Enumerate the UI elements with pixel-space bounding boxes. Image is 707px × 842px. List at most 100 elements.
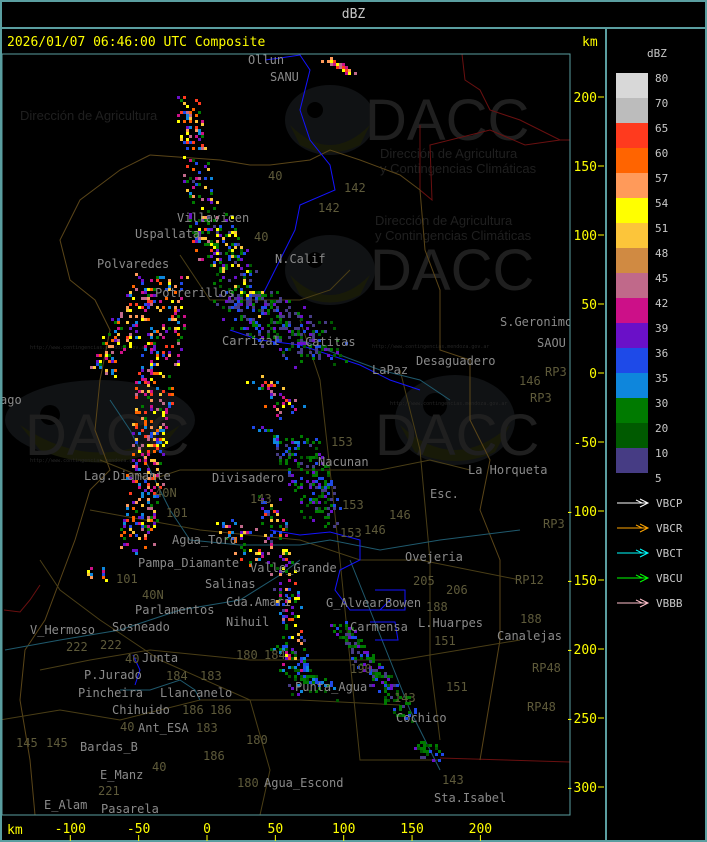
route-label: 40: [254, 230, 268, 244]
radar-echo: [279, 321, 282, 324]
radar-echo: [237, 264, 240, 267]
radar-echo: [129, 492, 132, 495]
radar-echo: [285, 522, 288, 525]
radar-echo: [138, 498, 141, 501]
radar-echo: [234, 522, 237, 525]
radar-echo: [345, 342, 348, 345]
radar-echo: [258, 291, 261, 294]
radar-echo: [189, 225, 192, 228]
radar-echo: [324, 507, 327, 510]
radar-echo: [261, 516, 264, 519]
radar-echo: [438, 759, 441, 762]
place-label: P.Jurado: [84, 668, 142, 682]
radar-echo: [174, 309, 177, 312]
radar-echo: [219, 285, 222, 288]
radar-echo: [150, 504, 153, 507]
radar-echo: [231, 537, 234, 540]
radar-echo: [117, 339, 120, 342]
radar-echo: [150, 459, 153, 462]
radar-echo: [246, 327, 249, 330]
radar-echo: [186, 117, 189, 120]
radar-echo: [294, 366, 297, 369]
watermark-logo: DACC: [370, 238, 534, 303]
route-label: 142: [344, 181, 366, 195]
radar-echo: [189, 159, 192, 162]
place-label: Ovejeria: [405, 550, 463, 564]
radar-echo: [135, 330, 138, 333]
radar-echo: [150, 420, 153, 423]
radar-echo: [219, 258, 222, 261]
radar-echo: [318, 354, 321, 357]
radar-echo: [297, 615, 300, 618]
radar-echo: [198, 228, 201, 231]
radar-echo: [288, 579, 291, 582]
radar-echo: [228, 231, 231, 234]
place-label: Ollun: [248, 53, 284, 67]
radar-echo: [381, 675, 384, 678]
radar-echo: [327, 348, 330, 351]
radar-echo: [150, 300, 153, 303]
radar-echo: [297, 594, 300, 597]
radar-echo: [336, 633, 339, 636]
radar-echo: [165, 426, 168, 429]
radar-echo: [141, 366, 144, 369]
radar-echo: [315, 351, 318, 354]
radar-echo: [153, 381, 156, 384]
radar-echo: [147, 288, 150, 291]
radar-echo: [180, 138, 183, 141]
radar-echo: [303, 666, 306, 669]
radar-echo: [168, 405, 171, 408]
radar-echo: [189, 114, 192, 117]
radar-echo: [207, 222, 210, 225]
radar-echo: [327, 471, 330, 474]
radar-echo: [294, 399, 297, 402]
radar-echo: [330, 681, 333, 684]
color-scale-swatch: [616, 248, 648, 273]
radar-echo: [162, 411, 165, 414]
radar-echo: [159, 462, 162, 465]
radar-echo: [147, 453, 150, 456]
radar-echo: [216, 216, 219, 219]
radar-echo: [285, 594, 288, 597]
radar-echo: [162, 327, 165, 330]
radar-echo: [135, 321, 138, 324]
radar-echo: [159, 438, 162, 441]
radar-echo: [270, 393, 273, 396]
radar-echo: [333, 492, 336, 495]
radar-echo: [138, 432, 141, 435]
radar-echo: [282, 645, 285, 648]
radar-echo: [315, 330, 318, 333]
radar-echo: [246, 270, 249, 273]
radar-echo: [171, 387, 174, 390]
place-label: Junta: [142, 651, 178, 665]
river: [349, 559, 441, 771]
y-tick-label: -50: [574, 436, 597, 451]
radar-echo: [405, 702, 408, 705]
radar-echo: [135, 552, 138, 555]
radar-echo: [141, 291, 144, 294]
radar-echo: [363, 663, 366, 666]
radar-echo: [150, 444, 153, 447]
radar-echo: [228, 258, 231, 261]
arrow-icon: [617, 573, 650, 583]
radar-echo: [261, 384, 264, 387]
radar-echo: [150, 408, 153, 411]
radar-echo: [297, 351, 300, 354]
product-title: dBZ: [341, 7, 366, 22]
radar-echo: [312, 471, 315, 474]
watermark-logo: DACC: [375, 403, 539, 468]
radar-echo: [177, 96, 180, 99]
arrow-icon: [617, 498, 650, 508]
radar-echo: [147, 516, 150, 519]
radar-echo: [144, 423, 147, 426]
radar-echo: [228, 234, 231, 237]
radar-echo: [336, 63, 339, 66]
radar-echo: [327, 60, 330, 63]
radar-echo: [156, 462, 159, 465]
radar-echo: [213, 246, 216, 249]
radar-echo: [297, 447, 300, 450]
radar-echo: [141, 279, 144, 282]
radar-echo: [279, 456, 282, 459]
radar-echo: [282, 354, 285, 357]
